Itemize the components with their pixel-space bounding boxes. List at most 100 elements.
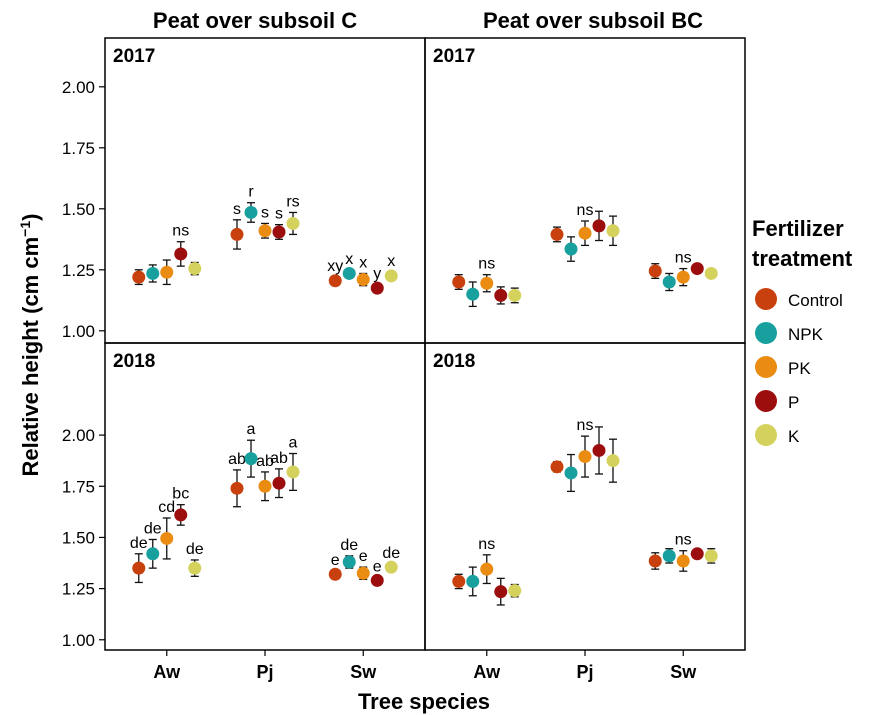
y-tick-label: 1.25 bbox=[62, 580, 95, 599]
data-point bbox=[272, 476, 286, 490]
significance-label: s bbox=[261, 204, 269, 221]
data-point bbox=[494, 288, 508, 302]
panel-year-label: 2017 bbox=[113, 46, 155, 67]
significance-label: s bbox=[233, 201, 241, 218]
x-tick-label: Aw bbox=[473, 662, 501, 682]
significance-label: x bbox=[345, 251, 353, 268]
data-point bbox=[370, 573, 384, 587]
panel-2018-subsoil-bc: 2018 Aw Pj Sw ns ns ns bbox=[424, 342, 746, 682]
series-npk: de a de bbox=[144, 421, 358, 569]
y-tick-label: 1.50 bbox=[62, 200, 95, 219]
data-point bbox=[244, 205, 258, 219]
legend-key-pk bbox=[755, 356, 777, 378]
data-point bbox=[508, 584, 522, 598]
data-point bbox=[160, 265, 174, 279]
data-point bbox=[676, 270, 690, 284]
significance-label: de bbox=[144, 520, 162, 537]
x-tick-label: Aw bbox=[153, 662, 181, 682]
significance-label: ns bbox=[675, 250, 692, 267]
data-point bbox=[342, 266, 356, 280]
data-point bbox=[328, 274, 342, 288]
y-axis-title-sup: −1 bbox=[17, 221, 33, 237]
data-point bbox=[564, 242, 578, 256]
significance-label: ns bbox=[478, 256, 495, 273]
y-tick-label: 1.00 bbox=[62, 631, 95, 650]
significance-label: ab bbox=[228, 451, 246, 468]
data-point bbox=[146, 266, 160, 280]
data-point bbox=[342, 555, 356, 569]
data-point bbox=[356, 566, 370, 580]
significance-label: ab bbox=[256, 453, 274, 470]
series-pk: sx bbox=[160, 204, 370, 287]
series-control: de ab e bbox=[130, 451, 342, 584]
y-axis-title-main: Relative height (cm cm bbox=[18, 237, 43, 477]
significance-label: r bbox=[248, 184, 254, 201]
data-point bbox=[384, 560, 398, 574]
data-point bbox=[174, 508, 188, 522]
data-point bbox=[662, 549, 676, 563]
series-control bbox=[452, 460, 662, 590]
significance-label: de bbox=[130, 535, 148, 552]
data-point bbox=[704, 549, 718, 563]
data-point bbox=[286, 465, 300, 479]
data-point bbox=[550, 227, 564, 241]
panel-2017-subsoil-bc: 2017 ns ns ns bbox=[424, 37, 746, 344]
data-point bbox=[690, 262, 704, 276]
series-npk bbox=[466, 453, 676, 597]
x-tick-label: Pj bbox=[576, 662, 593, 682]
y-tick-label: 1.75 bbox=[62, 139, 95, 158]
x-axis-title: Tree species bbox=[358, 689, 490, 714]
y-tick-label: 1.50 bbox=[62, 528, 95, 547]
significance-label: bc bbox=[172, 486, 189, 503]
data-point bbox=[258, 224, 272, 238]
data-point bbox=[606, 224, 620, 238]
data-point bbox=[452, 574, 466, 588]
significance-label: s bbox=[275, 206, 283, 223]
series-pk: cd ab e bbox=[158, 453, 370, 581]
x-tick-label: Sw bbox=[350, 662, 377, 682]
data-point bbox=[480, 276, 494, 290]
y-tick-label: 2.00 bbox=[62, 78, 95, 97]
significance-label: cd bbox=[158, 499, 175, 516]
series-k bbox=[508, 215, 718, 304]
data-point bbox=[132, 270, 146, 284]
data-point bbox=[244, 452, 258, 466]
y-axis-title: Relative height (cm cm−1) bbox=[17, 214, 43, 477]
facet-title-left: Peat over subsoil C bbox=[153, 8, 357, 33]
legend-title-line2: treatment bbox=[752, 246, 853, 271]
legend-key-p bbox=[755, 390, 777, 412]
panel-frame bbox=[424, 342, 746, 651]
legend-label-control: Control bbox=[788, 291, 843, 310]
series-p bbox=[494, 210, 704, 305]
significance-label: ab bbox=[270, 450, 288, 467]
panel-year-label: 2017 bbox=[433, 46, 475, 67]
data-point bbox=[662, 275, 676, 289]
data-point bbox=[272, 225, 286, 239]
data-point bbox=[356, 273, 370, 287]
y-tick-label: 1.00 bbox=[62, 322, 95, 341]
data-point bbox=[466, 287, 480, 301]
series-p: bc ab e bbox=[172, 450, 384, 587]
significance-label: ns bbox=[172, 223, 189, 240]
significance-label: e bbox=[359, 548, 368, 565]
series-p bbox=[494, 426, 704, 606]
data-point bbox=[188, 561, 202, 575]
data-point bbox=[384, 269, 398, 283]
data-point bbox=[286, 216, 300, 230]
data-point bbox=[592, 219, 606, 233]
data-point bbox=[466, 574, 480, 588]
panel-year-label: 2018 bbox=[113, 351, 155, 372]
data-point bbox=[370, 281, 384, 295]
data-point bbox=[564, 466, 578, 480]
legend-label-npk: NPK bbox=[788, 325, 824, 344]
series-control: s xy bbox=[132, 201, 343, 288]
series-npk bbox=[466, 236, 676, 308]
significance-label: rs bbox=[286, 193, 299, 210]
significance-label: a bbox=[289, 435, 298, 452]
legend: Fertilizer treatment Control NPK PK PK bbox=[752, 216, 853, 446]
legend-key-control bbox=[755, 288, 777, 310]
data-point bbox=[648, 554, 662, 568]
